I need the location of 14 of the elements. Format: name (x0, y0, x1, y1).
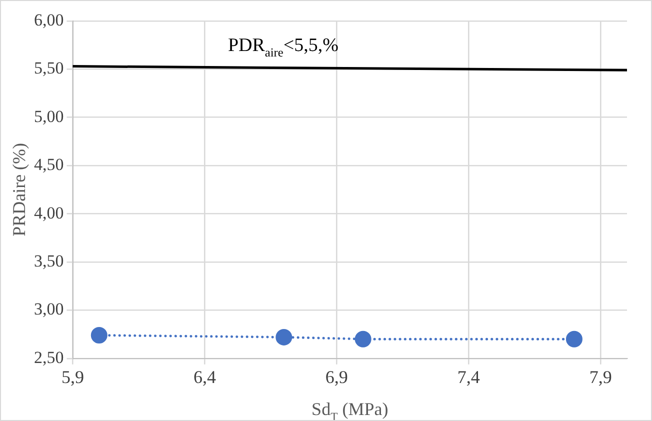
y-tick-label: 2,50 (34, 348, 64, 367)
y-tick-label: 5,00 (34, 106, 64, 126)
x-tick-label: 5,9 (62, 366, 84, 387)
y-tick-label: 3,00 (34, 300, 64, 319)
y-tick-label: 5,50 (34, 58, 64, 78)
x-tick-label: 6,4 (193, 366, 216, 387)
x-tick-label: 6,9 (325, 366, 348, 387)
y-axis-title: PRDaire (%) (9, 142, 29, 236)
x-tick-label: 7,9 (589, 366, 612, 387)
y-tick-label: 3,50 (34, 251, 64, 270)
x-tick-label: 7,4 (457, 366, 480, 387)
y-tick-label: 4,50 (34, 155, 64, 174)
y-tick-label: 6,00 (34, 10, 64, 30)
y-tick-label: 4,00 (34, 203, 64, 222)
